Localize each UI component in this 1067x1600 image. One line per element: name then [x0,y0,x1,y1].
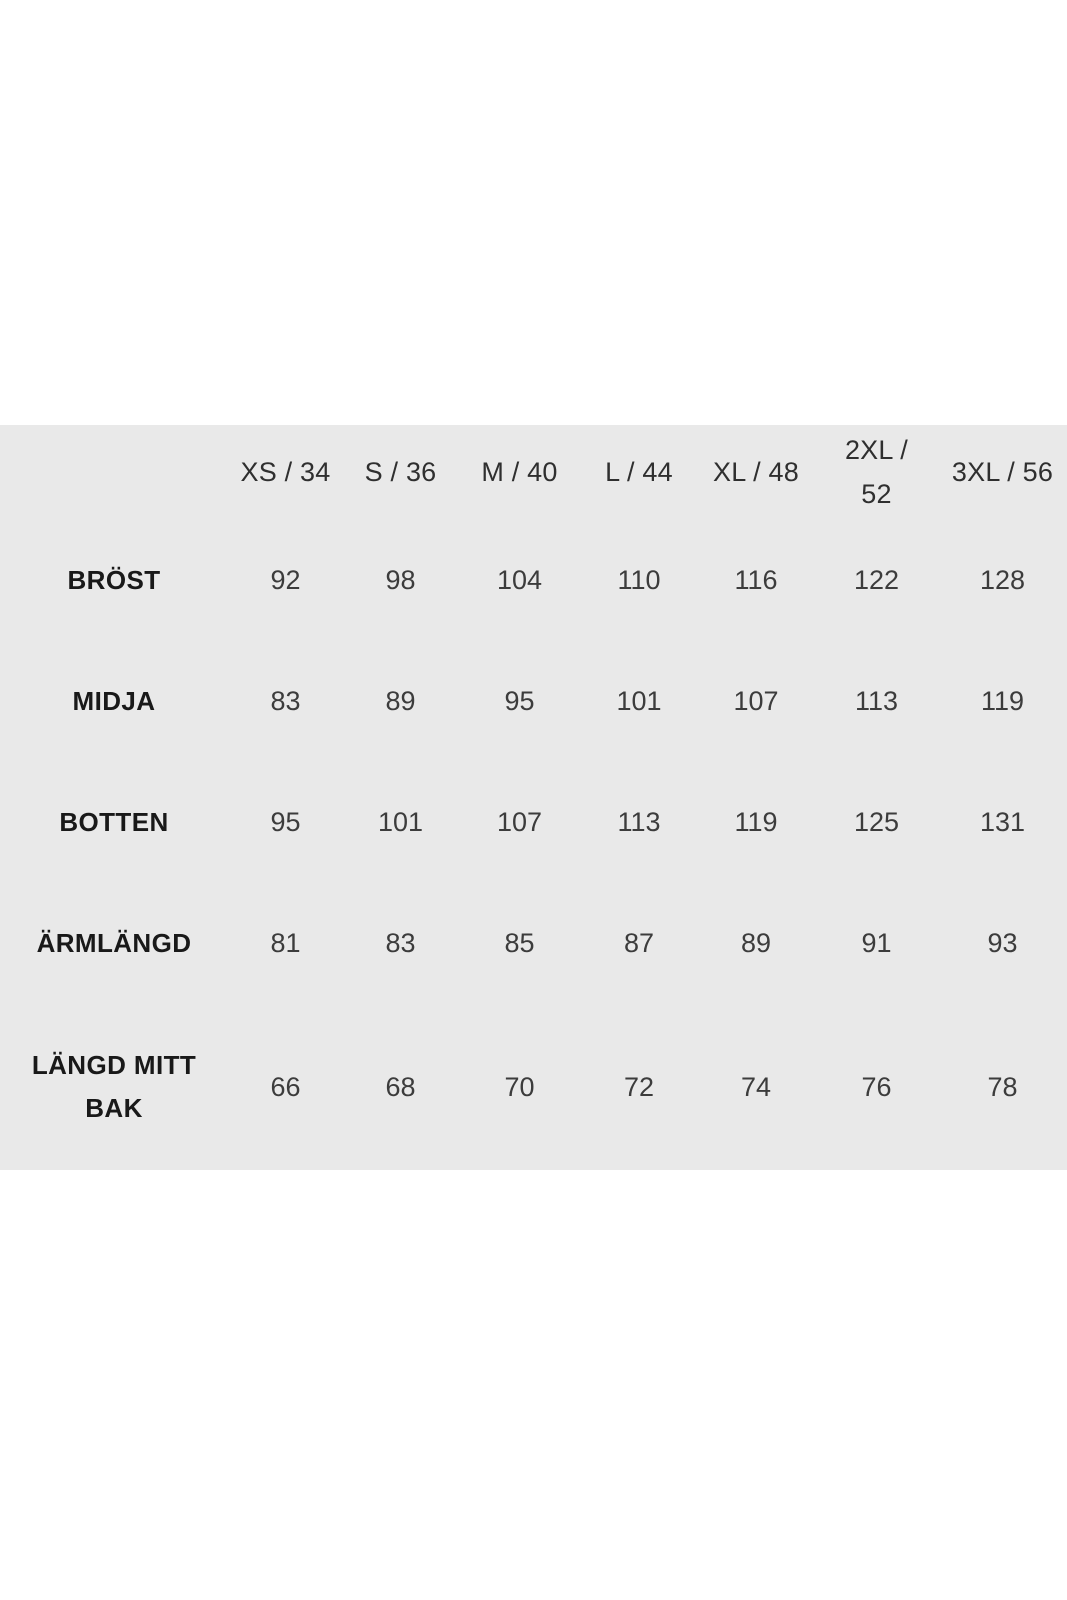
size-value: 110 [617,565,661,595]
table-row-armlangd: ÄRMLÄNGD 81 83 85 87 89 91 93 [0,883,1067,1004]
size-value: 107 [496,807,543,837]
size-value: 89 [740,928,772,958]
column-header-l-44: L / 44 [581,425,697,520]
size-value: 119 [734,807,778,837]
size-value: 70 [504,1071,535,1102]
size-value: 101 [377,807,424,837]
size-value: 119 [980,686,1025,716]
size-value: 116 [734,565,778,595]
corner-cell [0,425,228,520]
column-header-xl-48: XL / 48 [697,425,815,520]
size-value: 131 [979,807,1026,837]
size-value: 87 [623,928,655,958]
size-value: 104 [496,565,543,595]
column-header-label: S / 36 [364,456,437,487]
size-value: 95 [504,686,535,716]
size-value: 101 [616,686,662,716]
size-value: 85 [504,928,535,958]
row-label-langd-mitt-bak: LÄNGD MITT BAK [0,1004,228,1170]
size-value: 128 [979,565,1026,595]
row-label-armlangd: ÄRMLÄNGD [0,883,228,1004]
size-value: 93 [987,928,1018,958]
size-value: 113 [854,686,899,716]
size-chart-panel: XS / 34 S / 36 M / 40 L / 44 XL / 48 2XL… [0,425,1067,1170]
size-value: 92 [270,565,301,595]
column-header-3xl-56: 3XL / 56 [938,425,1067,520]
size-value: 89 [385,686,416,716]
size-value: 72 [623,1071,655,1102]
size-value: 66 [270,1071,301,1102]
table-row-brost: BRÖST 92 98 104 110 116 122 128 [0,520,1067,641]
column-header-label: XL / 48 [713,456,799,487]
size-value: 91 [861,928,892,958]
size-value: 107 [733,686,779,716]
size-value: 83 [385,928,416,958]
table-row-midja: MIDJA 83 89 95 101 107 113 119 [0,641,1067,762]
size-header-row: XS / 34 S / 36 M / 40 L / 44 XL / 48 2XL… [0,425,1067,520]
table-row-langd-mitt-bak: LÄNGD MITT BAK 66 68 70 72 74 76 78 [0,1004,1067,1170]
row-label-midja: MIDJA [0,641,228,762]
row-label-text: BRÖST [67,565,161,596]
column-header-label: 2XL / 52 [844,435,909,509]
size-value: 68 [385,1071,416,1102]
column-header-m-40: M / 40 [458,425,581,520]
size-chart-table: XS / 34 S / 36 M / 40 L / 44 XL / 48 2XL… [0,425,1067,1170]
size-value: 81 [270,928,301,958]
column-header-label: M / 40 [481,456,558,487]
size-value: 78 [987,1071,1018,1102]
size-value: 76 [861,1071,892,1102]
row-label-brost: BRÖST [0,520,228,641]
column-header-label: 3XL / 56 [951,456,1054,487]
size-value: 98 [385,565,416,595]
size-value: 74 [740,1071,772,1102]
column-header-label: L / 44 [605,456,673,487]
column-header-s-36: S / 36 [343,425,458,520]
size-value: 113 [617,807,661,837]
table-row-botten: BOTTEN 95 101 107 113 119 125 131 [0,762,1067,883]
size-value: 95 [270,807,301,837]
column-header-xs-34: XS / 34 [228,425,343,520]
row-label-text: LÄNGD MITT BAK [31,1050,197,1123]
column-header-label: XS / 34 [240,456,331,487]
row-label-botten: BOTTEN [0,762,228,883]
column-header-2xl-52: 2XL / 52 [815,425,938,520]
size-value: 83 [270,686,301,716]
row-label-text: ÄRMLÄNGD [36,928,192,959]
row-label-text: MIDJA [72,686,156,717]
size-value: 122 [853,565,900,595]
row-label-text: BOTTEN [59,807,169,838]
size-value: 125 [853,807,900,837]
